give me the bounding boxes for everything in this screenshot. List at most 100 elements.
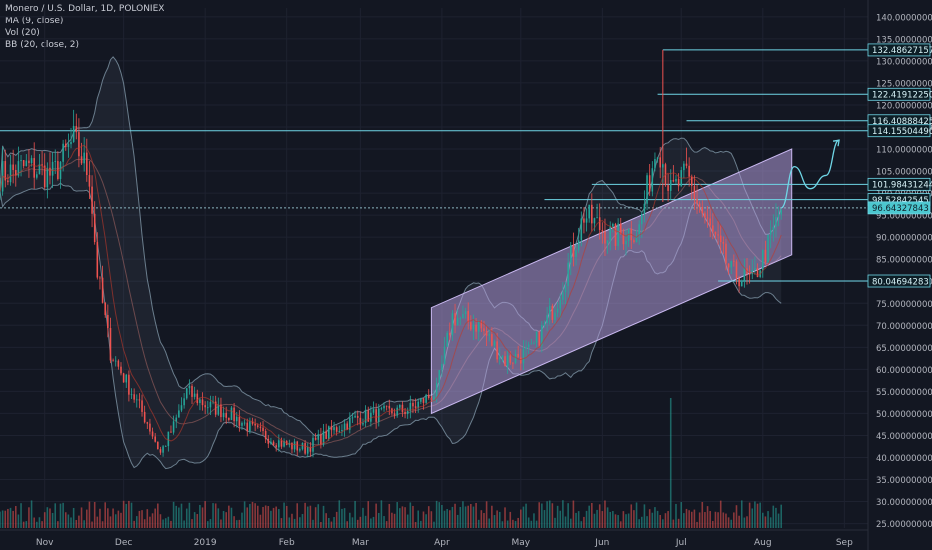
candle-body [530, 343, 533, 345]
volume-bar [464, 506, 467, 528]
volume-bar [267, 506, 270, 528]
volume-bar [625, 514, 627, 528]
y-tick-label: 95.00000000 [876, 212, 932, 222]
volume-bar [480, 510, 483, 528]
volume-bar [241, 512, 243, 528]
volume-bar [377, 512, 380, 528]
volume-bar [22, 521, 25, 528]
volume-bar [567, 503, 569, 528]
candle-body [754, 268, 756, 270]
candle-body [559, 299, 562, 309]
candle-body [598, 217, 601, 231]
candle-body [525, 347, 527, 350]
volume-bar [272, 507, 275, 528]
candle-body [291, 442, 293, 450]
volume-bar [648, 509, 651, 528]
volume-bar [306, 506, 309, 528]
candle-body [417, 401, 420, 408]
candle-body [491, 334, 493, 346]
volume-bar [262, 506, 264, 528]
candle-body [412, 402, 414, 407]
volume-bar [299, 517, 301, 528]
candle-body [704, 213, 706, 218]
candle-body [199, 399, 201, 404]
candle-body [283, 441, 285, 447]
volume-bar [93, 502, 96, 528]
candle-body [401, 404, 404, 412]
volume-bar [309, 505, 312, 528]
price-label-box [867, 43, 931, 57]
volume-bar [664, 513, 667, 528]
volume-bar [349, 512, 351, 528]
volume-bar [249, 503, 251, 528]
price-label-text: 96.64327843 [872, 204, 929, 214]
volume-bar [199, 504, 201, 528]
candle-body [577, 240, 580, 251]
candle-body [517, 353, 519, 358]
volume-bar [46, 507, 49, 528]
candle-body [51, 161, 54, 176]
candle-body [625, 240, 627, 245]
volume-bar [178, 507, 180, 528]
candle-body [514, 353, 517, 364]
candle-body [304, 443, 306, 454]
volume-bar [170, 520, 172, 528]
volume-bar [12, 510, 14, 528]
volume-bar [185, 508, 188, 528]
candle-body [562, 292, 564, 300]
volume-bar [80, 507, 83, 528]
volume-bar [609, 511, 612, 528]
candle-body [359, 417, 362, 425]
volume-bar [333, 517, 335, 528]
volume-bar [690, 511, 693, 528]
volume-bar [335, 511, 338, 528]
volume-bar [575, 512, 577, 528]
projection-path[interactable] [780, 139, 840, 209]
candle-body [606, 240, 609, 244]
volume-bar [204, 501, 206, 528]
candle-body [159, 449, 162, 453]
candle-body [325, 430, 327, 439]
candle-body [104, 302, 107, 315]
candle-body [36, 174, 38, 178]
candle-body [243, 422, 246, 424]
volume-bar [128, 500, 130, 528]
volume-bar [9, 507, 12, 528]
volume-bar [375, 503, 377, 528]
volume-bar [104, 502, 107, 528]
time-axis[interactable]: Nov Dec 2019 Feb Mar Apr May Jun Jul Aug Sep [0, 529, 868, 548]
horizontal-levels[interactable] [0, 49, 868, 282]
volume-bar [764, 516, 767, 528]
projection-arrowhead [832, 139, 840, 147]
volume-bar [51, 512, 54, 528]
candle-body [438, 370, 441, 384]
candle-body [9, 164, 12, 183]
volume-bar [314, 507, 317, 528]
volume-bar [367, 501, 370, 528]
candle-body [591, 204, 593, 224]
volume-bar [738, 515, 740, 528]
candle-body [157, 441, 159, 450]
candle-body [588, 204, 590, 219]
candle-body [183, 398, 185, 406]
volume-bar [580, 521, 583, 528]
candle-body [70, 141, 72, 145]
candle-body [96, 242, 99, 278]
candle-body [33, 158, 35, 178]
candle-body [175, 417, 178, 422]
volume-bars [0, 398, 782, 528]
candle-body [349, 417, 351, 430]
candle-body [312, 437, 314, 452]
volume-bar [278, 509, 280, 528]
trend-channel[interactable] [430, 148, 793, 415]
candle-body [706, 217, 709, 219]
candle-body [735, 261, 738, 279]
volume-bar [596, 509, 598, 528]
candle-body [617, 223, 619, 246]
volume-bar [435, 500, 438, 528]
candle-body [756, 268, 759, 277]
candle-body [49, 167, 51, 176]
volume-bar [462, 501, 464, 528]
candle-body [364, 410, 367, 423]
